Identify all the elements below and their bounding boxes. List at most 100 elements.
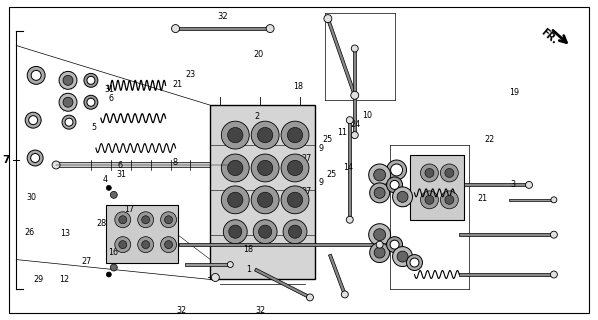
Text: 16: 16 xyxy=(108,248,118,257)
Circle shape xyxy=(59,93,77,111)
Circle shape xyxy=(410,258,419,267)
Circle shape xyxy=(115,212,131,228)
Circle shape xyxy=(258,225,271,238)
Circle shape xyxy=(223,220,247,244)
Circle shape xyxy=(27,67,45,84)
Circle shape xyxy=(138,212,154,228)
Polygon shape xyxy=(348,120,351,220)
Text: 17: 17 xyxy=(124,205,135,214)
Circle shape xyxy=(351,132,358,139)
Polygon shape xyxy=(459,233,554,236)
Circle shape xyxy=(228,225,242,238)
Polygon shape xyxy=(179,243,380,246)
Text: 6: 6 xyxy=(118,161,123,170)
Circle shape xyxy=(346,216,353,223)
Circle shape xyxy=(445,168,454,177)
Circle shape xyxy=(324,15,332,23)
Text: 10: 10 xyxy=(362,111,373,120)
Circle shape xyxy=(351,45,358,52)
Text: 31: 31 xyxy=(117,170,127,179)
Circle shape xyxy=(425,195,434,204)
Circle shape xyxy=(251,154,279,182)
Circle shape xyxy=(387,237,402,252)
Circle shape xyxy=(65,118,73,126)
Circle shape xyxy=(281,121,309,149)
Text: 18: 18 xyxy=(293,82,303,91)
Text: 31: 31 xyxy=(105,85,115,94)
Circle shape xyxy=(142,241,150,249)
Text: 32: 32 xyxy=(176,306,186,315)
Circle shape xyxy=(258,192,273,207)
Circle shape xyxy=(550,231,557,238)
Circle shape xyxy=(31,70,41,80)
Circle shape xyxy=(106,185,111,190)
Circle shape xyxy=(164,216,173,224)
Circle shape xyxy=(420,164,438,182)
Circle shape xyxy=(110,191,117,198)
Text: 5: 5 xyxy=(91,123,96,132)
Text: FR.: FR. xyxy=(539,27,559,46)
Bar xyxy=(106,205,178,262)
Text: 21: 21 xyxy=(477,194,487,204)
Circle shape xyxy=(221,121,249,149)
Circle shape xyxy=(25,112,41,128)
Text: 12: 12 xyxy=(59,275,69,284)
Text: 25: 25 xyxy=(322,135,332,144)
Polygon shape xyxy=(464,183,529,186)
Circle shape xyxy=(370,183,390,203)
Circle shape xyxy=(63,76,73,85)
Circle shape xyxy=(258,127,273,143)
Text: 6: 6 xyxy=(109,94,114,103)
Circle shape xyxy=(393,187,413,207)
Circle shape xyxy=(142,216,150,224)
Circle shape xyxy=(407,255,422,270)
Text: 24: 24 xyxy=(374,194,385,203)
Circle shape xyxy=(370,243,390,262)
Circle shape xyxy=(63,97,73,107)
Circle shape xyxy=(390,164,402,176)
Circle shape xyxy=(440,164,458,182)
Text: 13: 13 xyxy=(60,229,71,238)
Text: 25: 25 xyxy=(327,170,337,179)
Circle shape xyxy=(397,191,408,202)
Circle shape xyxy=(551,197,557,203)
Circle shape xyxy=(87,98,95,106)
Circle shape xyxy=(221,154,249,182)
Text: 20: 20 xyxy=(254,50,264,59)
Circle shape xyxy=(440,191,458,209)
Text: 28: 28 xyxy=(96,219,106,228)
Polygon shape xyxy=(353,49,356,135)
Circle shape xyxy=(387,177,402,193)
Circle shape xyxy=(62,115,76,129)
Bar xyxy=(210,105,315,279)
Circle shape xyxy=(346,117,353,124)
Text: 32: 32 xyxy=(217,12,228,20)
Text: 27: 27 xyxy=(301,188,312,196)
Circle shape xyxy=(161,212,176,228)
Circle shape xyxy=(376,241,383,248)
Text: 27: 27 xyxy=(81,258,91,267)
Circle shape xyxy=(281,154,309,182)
Circle shape xyxy=(369,164,390,186)
Text: 9: 9 xyxy=(319,144,324,153)
Polygon shape xyxy=(185,263,230,266)
Circle shape xyxy=(232,162,238,168)
Polygon shape xyxy=(509,199,554,201)
Circle shape xyxy=(221,186,249,214)
Circle shape xyxy=(288,192,303,207)
Circle shape xyxy=(227,261,233,268)
Circle shape xyxy=(59,71,77,89)
Text: 29: 29 xyxy=(33,275,43,284)
Text: 7: 7 xyxy=(2,155,10,165)
Circle shape xyxy=(87,76,95,84)
Text: 19: 19 xyxy=(509,88,520,97)
Text: 30: 30 xyxy=(26,193,36,202)
Text: 26: 26 xyxy=(25,228,35,237)
Text: 23: 23 xyxy=(185,70,196,79)
Polygon shape xyxy=(255,268,310,299)
Polygon shape xyxy=(176,27,270,30)
Circle shape xyxy=(425,168,434,177)
Text: 11: 11 xyxy=(337,128,347,137)
Circle shape xyxy=(27,150,43,166)
Circle shape xyxy=(258,160,273,176)
